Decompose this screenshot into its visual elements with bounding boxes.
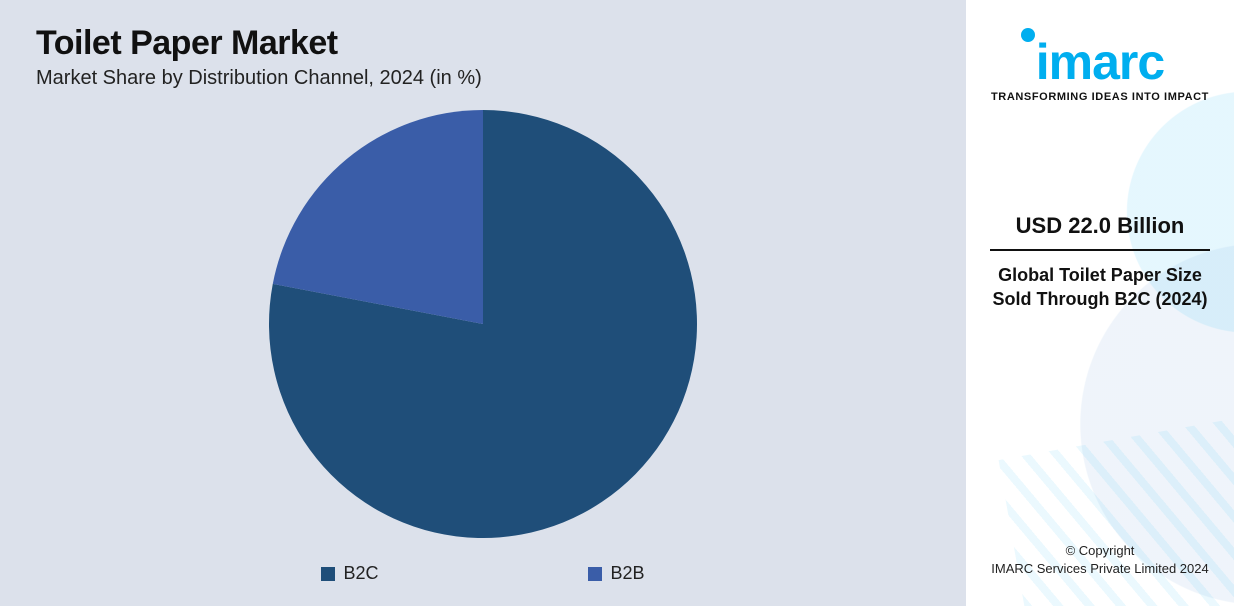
legend-label-b2c: B2C [343, 563, 378, 584]
legend-swatch-b2b [588, 567, 602, 581]
copyright-line1: © Copyright [966, 542, 1234, 560]
legend: B2C B2B [0, 563, 966, 584]
logo-wordmark: imarc [991, 40, 1209, 85]
legend-item-b2b: B2B [588, 563, 644, 584]
copyright-line2: IMARC Services Private Limited 2024 [966, 560, 1234, 578]
page-root: Toilet Paper Market Market Share by Dist… [0, 0, 1234, 606]
stat-label: Global Toilet Paper Size Sold Through B2… [990, 263, 1210, 312]
chart-subtitle: Market Share by Distribution Channel, 20… [36, 67, 930, 90]
stat-block: USD 22.0 Billion Global Toilet Paper Siz… [990, 213, 1210, 312]
chart-title: Toilet Paper Market [36, 24, 930, 63]
legend-swatch-b2c [321, 567, 335, 581]
side-panel: imarc TRANSFORMING IDEAS INTO IMPACT USD… [966, 0, 1234, 606]
logo-tagline: TRANSFORMING IDEAS INTO IMPACT [991, 91, 1209, 103]
legend-label-b2b: B2B [610, 563, 644, 584]
pie-chart [269, 110, 697, 538]
pie-svg [269, 110, 697, 538]
chart-panel: Toilet Paper Market Market Share by Dist… [0, 0, 966, 606]
copyright: © Copyright IMARC Services Private Limit… [966, 542, 1234, 578]
logo: imarc TRANSFORMING IDEAS INTO IMPACT [991, 28, 1209, 103]
legend-item-b2c: B2C [321, 563, 378, 584]
stat-value: USD 22.0 Billion [990, 213, 1210, 251]
logo-dot-icon [1021, 28, 1035, 42]
